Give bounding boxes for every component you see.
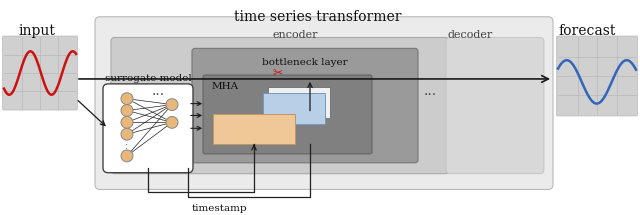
Circle shape (166, 99, 178, 111)
Text: MHA: MHA (212, 82, 239, 91)
Circle shape (166, 117, 178, 128)
Text: time series transformer: time series transformer (234, 10, 402, 24)
Circle shape (121, 150, 133, 162)
Text: ...: ... (152, 84, 164, 98)
FancyBboxPatch shape (3, 36, 77, 110)
Text: bottleneck layer: bottleneck layer (262, 58, 348, 67)
FancyBboxPatch shape (111, 37, 449, 174)
Circle shape (121, 105, 133, 117)
FancyBboxPatch shape (192, 48, 418, 163)
FancyBboxPatch shape (446, 37, 544, 174)
Bar (213, 114, 295, 144)
Text: ✂: ✂ (273, 66, 284, 80)
FancyBboxPatch shape (557, 36, 637, 116)
Circle shape (121, 93, 133, 105)
Text: forecast: forecast (558, 24, 616, 38)
Text: input: input (18, 24, 55, 38)
FancyBboxPatch shape (103, 84, 193, 173)
Circle shape (121, 117, 133, 128)
Circle shape (121, 128, 133, 140)
FancyBboxPatch shape (203, 75, 372, 154)
Text: surrogate model: surrogate model (104, 74, 191, 83)
Bar (263, 93, 325, 124)
Text: :: : (125, 141, 129, 151)
Text: timestamp: timestamp (192, 204, 248, 213)
Text: ...: ... (424, 84, 436, 98)
Text: encoder: encoder (272, 30, 317, 40)
FancyBboxPatch shape (95, 17, 553, 189)
Text: decoder: decoder (447, 30, 493, 40)
Bar (268, 87, 330, 118)
